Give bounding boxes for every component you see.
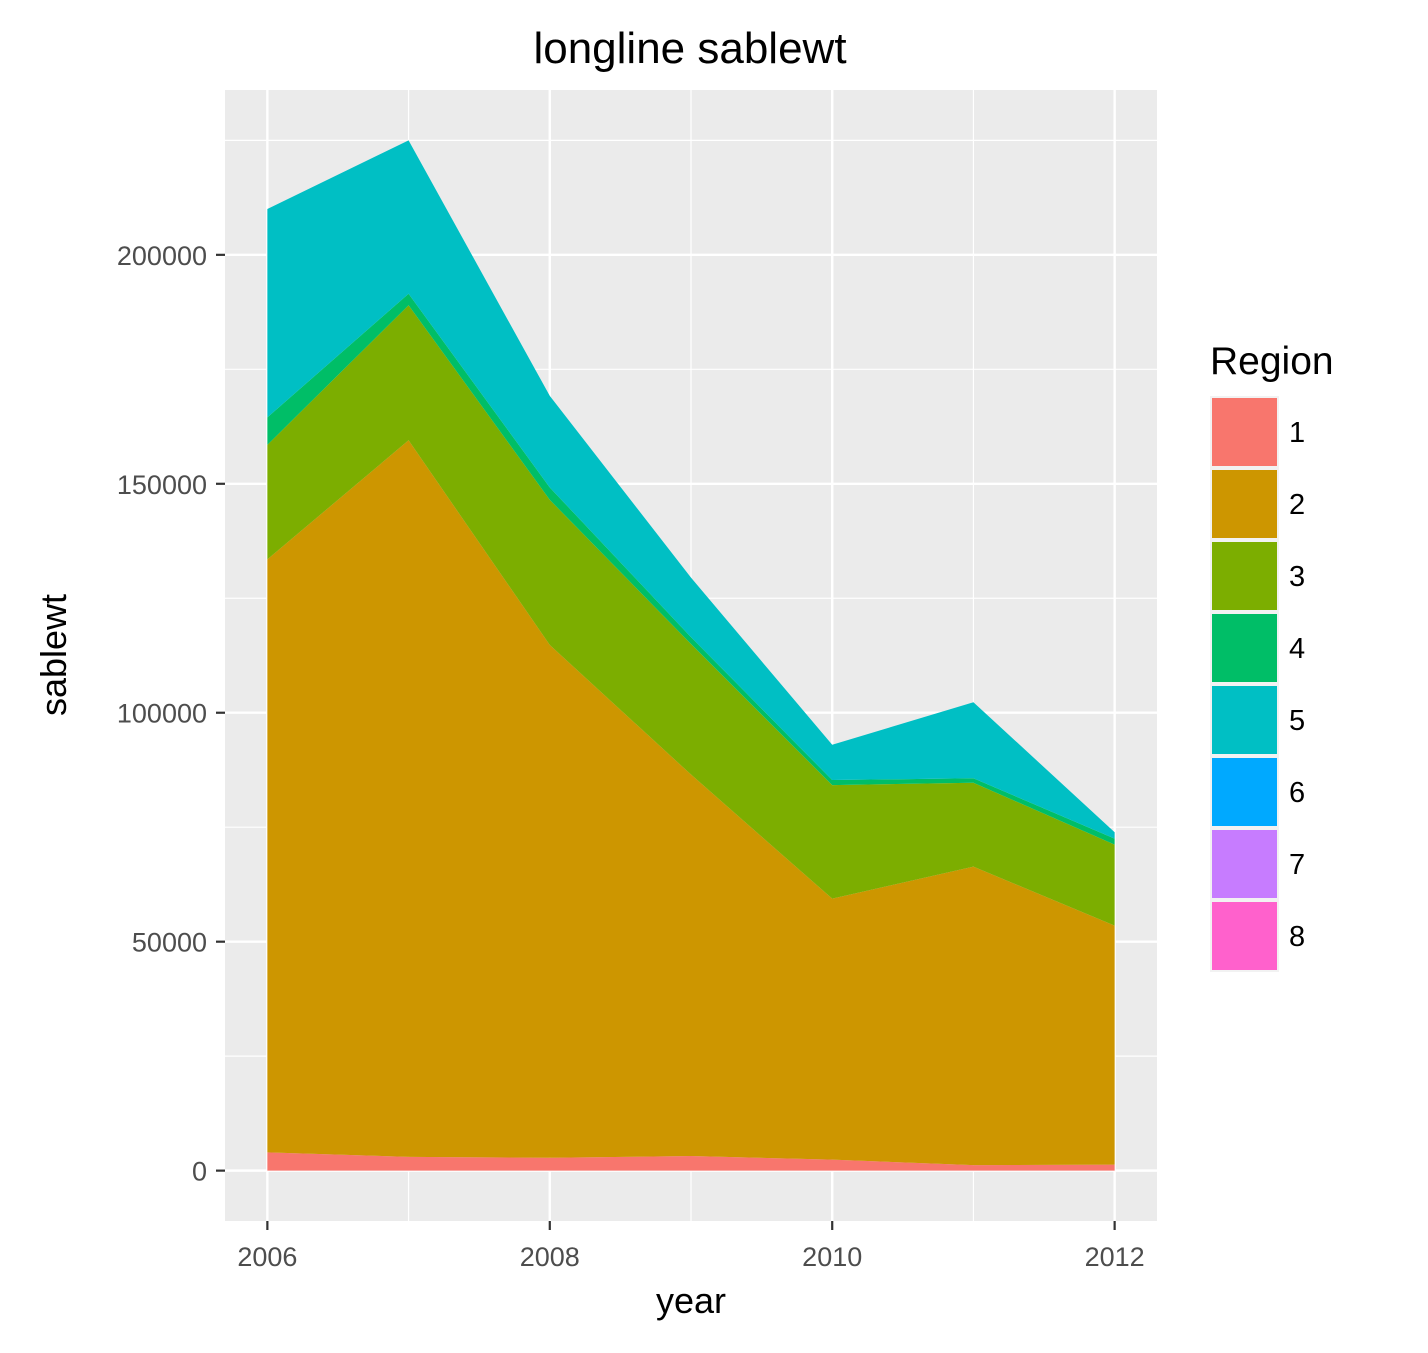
legend-swatch-region-8 xyxy=(1212,902,1277,970)
y-tick-label: 150000 xyxy=(117,470,207,500)
legend-label-region-2: 2 xyxy=(1289,489,1305,521)
chart-title: longline sablewt xyxy=(533,24,846,73)
x-axis: 2006 2008 2010 2012 xyxy=(237,1221,1145,1272)
area-region-5 xyxy=(267,140,1115,839)
legend-swatch-region-1 xyxy=(1212,398,1277,466)
legend-label-region-4: 4 xyxy=(1289,633,1305,665)
legend-swatch-region-4 xyxy=(1212,614,1277,682)
y-axis: 0 50000 100000 150000 200000 xyxy=(117,241,225,1187)
legend-swatch-region-2 xyxy=(1212,470,1277,538)
area-region-2 xyxy=(267,440,1115,1166)
legend-items: 1 2 3 4 5 6 7 8 xyxy=(1210,396,1305,972)
area-region-1 xyxy=(267,1152,1115,1171)
legend-swatch-region-3 xyxy=(1212,542,1277,610)
y-axis-title: sablewt xyxy=(33,594,74,716)
y-tick-label: 100000 xyxy=(117,699,207,729)
legend-label-region-8: 8 xyxy=(1289,921,1305,953)
legend-swatch-region-7 xyxy=(1212,830,1277,898)
legend-label-region-1: 1 xyxy=(1289,417,1305,449)
legend-label-region-5: 5 xyxy=(1289,705,1305,737)
area-region-3 xyxy=(267,305,1115,926)
x-tick-label: 2008 xyxy=(520,1242,580,1272)
area-series xyxy=(267,140,1115,1171)
legend-label-region-7: 7 xyxy=(1289,849,1305,881)
x-tick-label: 2010 xyxy=(802,1242,862,1272)
y-tick-label: 0 xyxy=(192,1157,207,1187)
legend: Region 1 2 3 4 5 6 7 8 xyxy=(1210,340,1334,972)
legend-label-region-6: 6 xyxy=(1289,777,1305,809)
area-region-4 xyxy=(267,293,1115,845)
y-tick-label: 50000 xyxy=(132,928,207,958)
y-tick-label: 200000 xyxy=(117,241,207,271)
legend-title: Region xyxy=(1210,340,1334,383)
legend-swatch-region-6 xyxy=(1212,758,1277,826)
legend-swatch-region-5 xyxy=(1212,686,1277,754)
x-axis-title: year xyxy=(656,1280,726,1321)
legend-label-region-3: 3 xyxy=(1289,561,1305,593)
x-tick-label: 2012 xyxy=(1085,1242,1145,1272)
x-tick-label: 2006 xyxy=(237,1242,297,1272)
